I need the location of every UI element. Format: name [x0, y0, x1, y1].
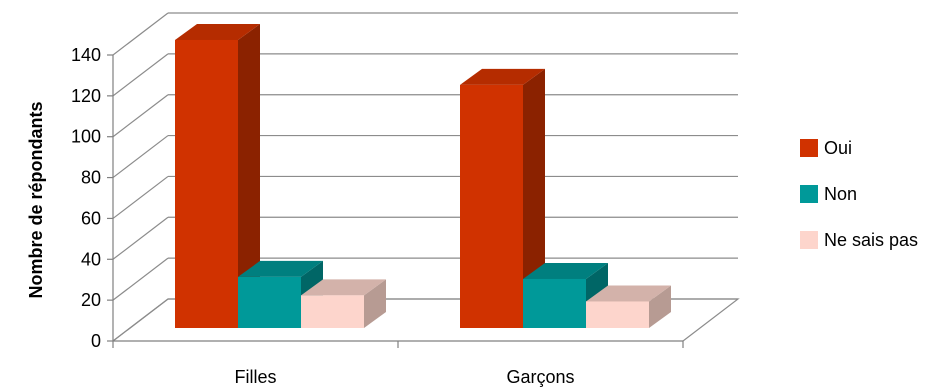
- y-tick-label: 0: [91, 331, 101, 351]
- gridline-side-140: [112, 12, 169, 56]
- legend-label: Non: [824, 184, 857, 204]
- x-tick-label: Filles: [234, 367, 276, 387]
- grid-layer: [112, 12, 740, 342]
- legend-swatch: [800, 185, 818, 203]
- bar-side: [649, 285, 671, 328]
- gridline-side-40: [112, 216, 169, 260]
- bar-side: [523, 68, 545, 329]
- bar-front: [460, 84, 523, 329]
- bar-top: [523, 262, 608, 279]
- bar-side: [238, 23, 260, 328]
- y-tick-label: 80: [81, 168, 101, 188]
- bar-top: [238, 260, 323, 277]
- legend-item: Non: [800, 184, 857, 204]
- y-tick-label: 100: [71, 127, 101, 147]
- y-tick-label: 60: [81, 208, 101, 228]
- gridline-side-120: [112, 53, 169, 97]
- legend-item: Ne sais pas: [800, 230, 918, 250]
- bar-front: [586, 301, 649, 328]
- bar-top: [586, 285, 671, 302]
- gridline-side-80: [112, 135, 169, 179]
- bar-front: [523, 278, 586, 328]
- bar: [301, 279, 386, 328]
- gridline-side-20: [112, 257, 169, 301]
- bar: [586, 285, 671, 328]
- x-tick-label: Garçons: [506, 367, 574, 387]
- bar-side: [364, 279, 386, 328]
- y-tick-label: 140: [71, 45, 101, 65]
- bar: [175, 23, 260, 328]
- axis-layer: [107, 54, 684, 348]
- gridline-side-100: [112, 94, 169, 138]
- bars-layer: [175, 23, 671, 329]
- y-tick-label: 40: [81, 249, 101, 269]
- floor-outline: [112, 298, 740, 342]
- bar-front: [175, 39, 238, 328]
- bar-front: [238, 276, 301, 328]
- legend-item: Oui: [800, 138, 852, 158]
- label-layer: Nombre de répondants 0 20 40 60 80 100 120 140 F…: [26, 45, 575, 387]
- bar-front: [301, 295, 364, 328]
- legend-swatch: [800, 231, 818, 249]
- bar: [460, 68, 545, 329]
- bar-top: [301, 279, 386, 296]
- y-tick-label: 120: [71, 86, 101, 106]
- y-tick-label: 20: [81, 290, 101, 310]
- legend-label: Ne sais pas: [824, 230, 918, 250]
- y-axis-title: Nombre de répondants: [26, 101, 46, 298]
- legend: Oui Non Ne sais pas: [800, 138, 918, 250]
- bar-top: [460, 68, 545, 85]
- legend-label: Oui: [824, 138, 852, 158]
- gridline-side-60: [112, 175, 169, 219]
- bar-top: [175, 23, 260, 40]
- legend-swatch: [800, 139, 818, 157]
